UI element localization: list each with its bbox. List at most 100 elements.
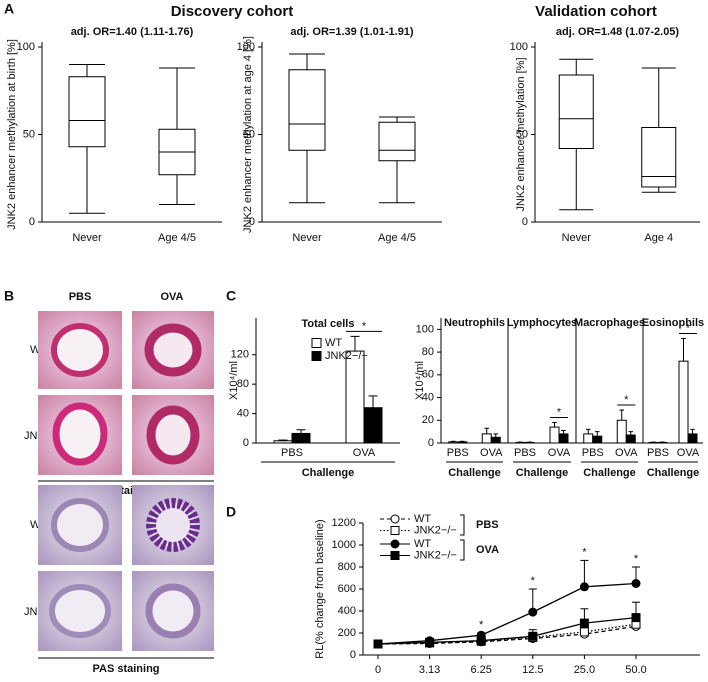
- airway: [146, 498, 200, 552]
- y-tick-label: 100: [17, 41, 35, 53]
- panel-letter: B: [4, 288, 14, 304]
- airway: [51, 323, 109, 377]
- significance: *: [624, 394, 629, 406]
- airway: [145, 583, 201, 639]
- legend-label: JNK2−/−: [325, 350, 368, 362]
- marker: [528, 607, 538, 617]
- airway: [49, 584, 111, 638]
- bar: [558, 433, 569, 444]
- x-axis-title: Challenge: [516, 467, 569, 479]
- heading: Discovery cohort: [171, 3, 294, 20]
- x-tick-label: Never: [562, 232, 592, 244]
- y-tick-label: 200: [338, 627, 356, 639]
- chart-title: Macrophages: [574, 317, 645, 329]
- legend-marker: [390, 551, 400, 560]
- heading: Validation cohort: [535, 3, 657, 20]
- marker: [631, 579, 641, 588]
- bar: [490, 436, 501, 444]
- column-label: PBS: [69, 291, 92, 303]
- bar: [616, 419, 627, 444]
- x-tick-label: Age 4/5: [158, 232, 196, 244]
- bar: [345, 350, 365, 444]
- legend-label: JNK2−/−: [414, 524, 457, 536]
- bar: [457, 441, 468, 444]
- x-tick-label: 50.0: [625, 664, 646, 676]
- legend-swatch: [311, 338, 322, 348]
- airway: [144, 323, 202, 377]
- y-tick-label: 100: [416, 323, 434, 335]
- bar: [687, 433, 698, 444]
- x-axis-title: Challenge: [647, 467, 700, 479]
- column-label: OVA: [160, 291, 183, 303]
- series-line: [377, 582, 637, 645]
- chart-title: Total cells: [302, 318, 355, 330]
- y-tick-label: 0: [29, 216, 35, 228]
- x-axis-title: Challenge: [448, 467, 501, 479]
- bar: [481, 433, 492, 444]
- legend-label: JNK2−/−: [414, 549, 457, 561]
- significance: *: [557, 406, 562, 418]
- y-tick-label: 0: [428, 437, 434, 449]
- y-tick-label: 50: [23, 128, 35, 140]
- x-tick-label: OVA: [480, 447, 503, 459]
- y-axis-title: JNK2 enhancer methylation at age 4 [%]: [242, 36, 254, 233]
- x-tick-label: OVA: [677, 447, 700, 459]
- y-tick-label: 400: [338, 605, 356, 617]
- chart-title: adj. OR=1.39 (1.01-1.91): [290, 26, 414, 38]
- bar: [625, 434, 636, 444]
- x-tick-label: 0: [375, 664, 381, 676]
- y-tick-label: 600: [338, 583, 356, 595]
- significance: *: [531, 575, 536, 587]
- legend-marker: [390, 526, 400, 535]
- x-tick-label: PBS: [582, 447, 604, 459]
- y-tick-label: 50: [243, 128, 255, 140]
- legend-bracket: [460, 539, 465, 561]
- bar: [273, 440, 293, 444]
- chart-title: Neutrophils: [444, 317, 505, 329]
- airway: [52, 402, 108, 466]
- legend-label: WT: [414, 538, 431, 550]
- significance: *: [582, 546, 587, 558]
- y-tick-label: 1200: [332, 517, 356, 529]
- marker: [476, 636, 486, 646]
- x-tick-label: PBS: [447, 447, 469, 459]
- x-tick-label: Never: [72, 232, 102, 244]
- legend-group: OVA: [476, 544, 499, 556]
- y-tick-label: 0: [350, 649, 356, 661]
- marker: [528, 631, 538, 641]
- y-axis-title: X10⁴/ml: [414, 361, 426, 400]
- box: [68, 76, 106, 148]
- airway: [51, 498, 109, 552]
- legend-group: PBS: [476, 519, 499, 531]
- x-tick-label: PBS: [281, 447, 303, 459]
- y-tick-label: 120: [231, 349, 249, 361]
- x-tick-label: Age 4: [644, 232, 673, 244]
- bar: [583, 433, 594, 444]
- legend-marker: [390, 539, 400, 549]
- y-tick-label: 80: [237, 378, 249, 390]
- bar: [448, 441, 459, 444]
- marker: [425, 637, 435, 647]
- histology: PBS OVA WT JNK2−/− WT JNK2−/− HE stainin…: [24, 291, 214, 675]
- y-axis-title: JNK2 enhancer methylation at birth [%]: [6, 39, 18, 230]
- box: [378, 121, 416, 162]
- y-axis-title: X10⁴/ml: [228, 361, 240, 400]
- x-tick-label: 6.25: [470, 664, 491, 676]
- chart-title: adj. OR=1.48 (1.07-2.05): [556, 26, 680, 38]
- significance: *: [479, 619, 484, 631]
- y-tick-label: 40: [422, 391, 434, 403]
- y-axis-title: RL(% change from baseline): [314, 519, 326, 658]
- staining-label: PAS staining: [92, 663, 159, 675]
- bar: [678, 360, 689, 444]
- y-tick-label: 50: [516, 128, 528, 140]
- y-tick-label: 40: [237, 407, 249, 419]
- panel-letter: C: [226, 288, 236, 304]
- significance: *: [686, 322, 691, 334]
- box: [641, 127, 677, 188]
- box: [288, 69, 326, 151]
- y-tick-label: 0: [243, 437, 249, 449]
- y-tick-label: 60: [422, 369, 434, 381]
- panel-letter: D: [226, 504, 236, 520]
- y-tick-label: 1000: [332, 539, 356, 551]
